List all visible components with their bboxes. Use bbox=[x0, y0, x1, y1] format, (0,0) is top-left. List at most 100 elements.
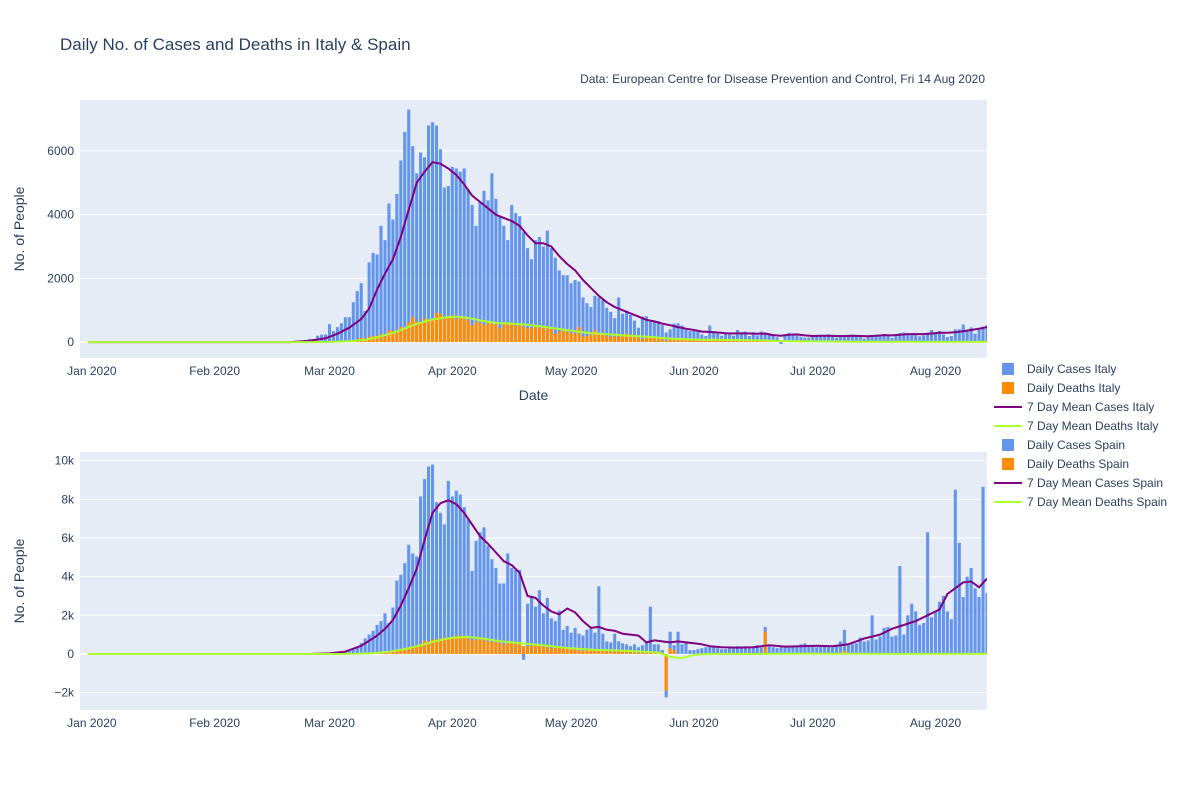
daily-deaths-italy-bar bbox=[506, 322, 510, 343]
daily-cases-spain-bar bbox=[514, 569, 518, 654]
daily-cases-spain-bar bbox=[787, 647, 791, 654]
daily-cases-spain-bar bbox=[652, 644, 656, 654]
daily-deaths-italy-bar bbox=[387, 330, 391, 343]
daily-deaths-spain-bar bbox=[494, 641, 498, 654]
daily-cases-spain-bar bbox=[577, 633, 581, 654]
daily-cases-spain-bar bbox=[430, 464, 435, 654]
daily-deaths-italy-bar bbox=[581, 336, 585, 343]
daily-cases-spain-bar bbox=[399, 574, 403, 654]
daily-cases-italy-bar bbox=[696, 331, 700, 343]
daily-cases-italy-bar bbox=[874, 334, 878, 343]
daily-cases-italy-bar bbox=[506, 240, 510, 343]
daily-cases-spain-bar bbox=[617, 641, 621, 654]
daily-cases-italy-bar bbox=[514, 213, 518, 343]
daily-cases-italy-bar bbox=[799, 336, 803, 343]
italy-y-tick-label: 4000 bbox=[47, 208, 74, 222]
daily-deaths-spain-bar bbox=[609, 651, 613, 654]
daily-cases-spain-bar bbox=[625, 644, 629, 654]
daily-cases-italy-bar bbox=[961, 324, 965, 343]
daily-deaths-italy-bar bbox=[529, 327, 534, 343]
daily-cases-italy-bar bbox=[522, 232, 526, 343]
daily-cases-spain-bar bbox=[434, 502, 439, 654]
daily-cases-italy-bar bbox=[712, 332, 716, 343]
italy-y-tick-label: 6000 bbox=[47, 144, 74, 158]
italy-y-tick-label: 2000 bbox=[47, 271, 74, 285]
daily-deaths-spain-bar bbox=[415, 645, 419, 654]
daily-deaths-italy-bar bbox=[474, 321, 478, 343]
daily-cases-italy-bar bbox=[442, 187, 446, 343]
daily-deaths-italy-bar bbox=[704, 339, 708, 343]
chart-legend[interactable]: Daily Cases Italy Daily Deaths Italy 7 Day… bbox=[994, 362, 1167, 509]
daily-cases-italy-bar bbox=[561, 275, 565, 343]
daily-cases-spain-bar bbox=[466, 519, 470, 654]
daily-cases-spain-bar bbox=[387, 623, 391, 654]
daily-cases-italy-bar bbox=[494, 198, 498, 343]
chart-title: Daily No. of Cases and Deaths in Italy &… bbox=[60, 35, 411, 54]
legend-swatch-daily-cases-spain bbox=[1002, 439, 1014, 451]
daily-cases-italy-bar bbox=[462, 168, 466, 343]
daily-cases-spain-bar bbox=[775, 648, 779, 654]
legend-swatch-daily-cases-italy bbox=[1002, 363, 1014, 375]
daily-cases-italy-bar bbox=[735, 329, 740, 343]
daily-deaths-spain-bar bbox=[561, 647, 565, 654]
legend-item-daily-cases-spain[interactable]: Daily Cases Spain bbox=[1002, 438, 1125, 452]
legend-item-daily-deaths-italy[interactable]: Daily Deaths Italy bbox=[1002, 381, 1120, 395]
daily-deaths-spain-bar bbox=[640, 652, 644, 654]
daily-cases-spain-bar bbox=[751, 647, 755, 654]
daily-deaths-spain-bar bbox=[462, 635, 466, 654]
daily-cases-italy-bar bbox=[415, 173, 419, 343]
daily-cases-italy-bar bbox=[743, 331, 747, 343]
daily-deaths-spain-bar bbox=[450, 637, 454, 654]
legend-item-daily-deaths-spain[interactable]: Daily Deaths Spain bbox=[1002, 457, 1129, 471]
daily-cases-spain-bar bbox=[791, 646, 795, 654]
daily-cases-italy-bar bbox=[807, 337, 811, 343]
daily-deaths-italy-bar bbox=[553, 333, 557, 343]
daily-cases-italy-bar bbox=[434, 125, 439, 343]
daily-cases-spain-bar bbox=[411, 553, 415, 654]
daily-deaths-spain-bar bbox=[470, 640, 474, 654]
daily-cases-spain-bar bbox=[632, 644, 637, 654]
daily-cases-italy-bar bbox=[510, 205, 514, 343]
daily-cases-spain-bar bbox=[811, 646, 815, 654]
daily-cases-italy-bar bbox=[791, 333, 795, 343]
daily-cases-spain-bar bbox=[613, 633, 617, 654]
daily-cases-italy-bar bbox=[450, 166, 454, 343]
daily-cases-italy-bar bbox=[771, 334, 775, 343]
daily-cases-italy-bar bbox=[886, 335, 890, 343]
daily-cases-italy-bar bbox=[846, 335, 850, 343]
daily-cases-italy-bar bbox=[763, 334, 767, 343]
legend-item-7-day-mean-cases-spain[interactable]: 7 Day Mean Cases Spain bbox=[994, 476, 1163, 490]
daily-cases-spain-bar bbox=[573, 627, 577, 654]
daily-cases-spain-bar bbox=[922, 623, 926, 654]
daily-cases-spain-bar bbox=[830, 647, 835, 654]
daily-deaths-italy-bar bbox=[533, 325, 538, 343]
daily-cases-italy-bar bbox=[355, 291, 359, 343]
daily-cases-italy-bar bbox=[981, 326, 985, 343]
spain-subplot: −2k 0 2k 4k 6k 8k 10k Jan 2020 Feb 2020 Mar 2020 A… bbox=[11, 452, 987, 730]
daily-deaths-italy-bar bbox=[720, 340, 724, 343]
daily-deaths-spain-bar bbox=[668, 648, 672, 654]
daily-deaths-italy-bar bbox=[522, 326, 526, 343]
daily-cases-spain-bar bbox=[391, 607, 395, 654]
daily-cases-italy-bar bbox=[474, 225, 478, 343]
legend-item-7-day-mean-deaths-italy[interactable]: 7 Day Mean Deaths Italy bbox=[994, 419, 1158, 433]
daily-cases-italy-bar bbox=[731, 335, 736, 343]
daily-deaths-spain-bar bbox=[565, 648, 569, 654]
daily-cases-italy-bar bbox=[331, 331, 336, 343]
legend-item-7-day-mean-deaths-spain[interactable]: 7 Day Mean Deaths Spain bbox=[994, 495, 1167, 509]
daily-deaths-spain-bar bbox=[621, 650, 625, 654]
daily-deaths-italy-bar bbox=[391, 330, 395, 343]
legend-item-7-day-mean-cases-italy[interactable]: 7 Day Mean Cases Italy bbox=[994, 400, 1154, 414]
daily-cases-spain-bar bbox=[506, 553, 510, 654]
daily-cases-italy-bar bbox=[541, 246, 545, 343]
daily-cases-italy-bar bbox=[367, 262, 371, 343]
daily-cases-spain-bar bbox=[834, 646, 839, 654]
daily-cases-italy-bar bbox=[933, 332, 938, 343]
legend-item-daily-cases-italy[interactable]: Daily Cases Italy bbox=[1002, 362, 1116, 376]
spain-y-axis-title: No. of People bbox=[11, 538, 27, 623]
legend-swatch-daily-deaths-spain bbox=[1002, 458, 1014, 470]
daily-deaths-italy-bar bbox=[601, 334, 605, 343]
daily-deaths-spain-bar bbox=[407, 647, 411, 654]
daily-cases-italy-bar bbox=[985, 325, 987, 343]
daily-cases-italy-bar bbox=[692, 330, 696, 343]
